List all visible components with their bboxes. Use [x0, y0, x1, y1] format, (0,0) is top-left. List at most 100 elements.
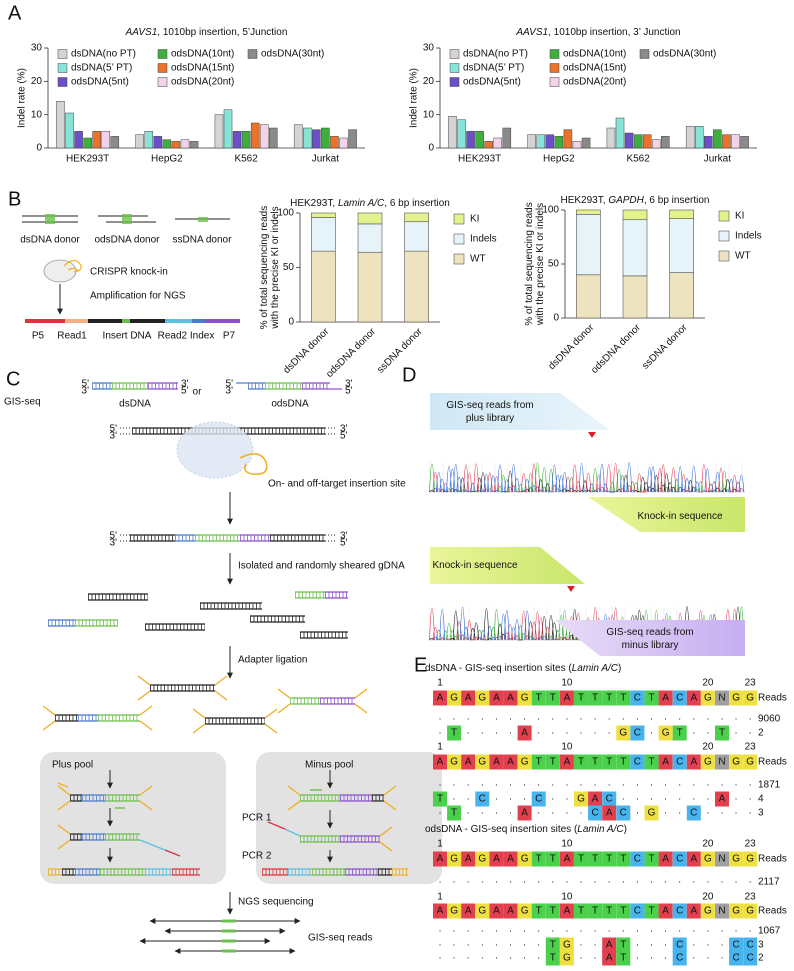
- bar: [685, 126, 695, 149]
- bar: [581, 137, 591, 149]
- sequence: AGAGAAGTTATTTTCTACAGNGG: [437, 693, 755, 704]
- base-box: [559, 851, 574, 867]
- base-box: [658, 851, 673, 867]
- box-label-line: Knock-in sequence: [432, 560, 517, 571]
- legend-swatch: [718, 230, 730, 242]
- y-tick-label: 0: [553, 313, 559, 324]
- line: [287, 785, 301, 796]
- base-box: [433, 903, 447, 919]
- read-count: 2117: [758, 877, 780, 888]
- chart-title: HEK293T, Lamin A/C, 6 bp insertion: [290, 198, 450, 209]
- panel-label: B: [8, 188, 21, 210]
- base-box: [715, 754, 729, 770]
- bar: [348, 129, 357, 149]
- step-label: Adapter ligation: [238, 655, 308, 666]
- step-label: NGS sequencing: [238, 897, 314, 908]
- sequence: ·T····A····CAC·G··C····: [438, 808, 752, 819]
- read-count: 1871: [758, 780, 781, 791]
- legend-swatch: [718, 250, 730, 262]
- base-box: [602, 805, 617, 821]
- cas9: [43, 259, 77, 283]
- base-box: [672, 725, 687, 741]
- legend-swatch: [157, 63, 168, 73]
- base-box: [658, 690, 673, 706]
- box-label: Knock-in sequence: [637, 511, 722, 522]
- bar: [624, 132, 634, 149]
- strand-end: 3': [340, 531, 348, 542]
- bar-segment: [404, 212, 429, 223]
- title-part: Lamin A/C: [577, 824, 624, 835]
- base-box: [743, 690, 758, 706]
- bar: [661, 136, 670, 149]
- base-box: [447, 690, 462, 706]
- pool-box: [40, 752, 226, 884]
- pool-box: [256, 752, 442, 884]
- base-box: [489, 690, 504, 706]
- line: [192, 723, 206, 734]
- sequence: AGAGAAGTTATTTTCTACAGNGG: [437, 906, 755, 917]
- line: [139, 800, 153, 811]
- base-box: [602, 903, 617, 919]
- base-box: [700, 903, 715, 919]
- x-tick-label: Jurkat: [704, 154, 731, 165]
- legend-swatch: [453, 233, 465, 245]
- section-title: dsDNA - GIS-seq insertion sites (Lamin A…: [425, 663, 621, 674]
- base-box: [461, 754, 476, 770]
- position-label: 10: [561, 742, 573, 753]
- base-box: [517, 805, 532, 821]
- base-box: [672, 851, 687, 867]
- y-tick-label: 20: [31, 76, 43, 87]
- base-box: [602, 950, 617, 966]
- x-tick-label: HEK293T: [458, 154, 501, 165]
- chart-title: AAVS1, 1010bp insertion, 3’ Junction: [515, 27, 680, 38]
- bar-segment: [311, 217, 336, 252]
- base-box: [588, 851, 603, 867]
- sequence: ·T····A······GC·GT··T··: [438, 728, 752, 739]
- base-box: [616, 690, 631, 706]
- legend-label: odsDNA(20nt): [563, 77, 626, 88]
- bar-segment: [622, 275, 648, 319]
- donor-label: odsDNA: [271, 399, 309, 410]
- bar-segment: [622, 219, 648, 277]
- line: [379, 826, 393, 837]
- line: [137, 675, 151, 686]
- trace: [429, 462, 728, 493]
- line: [192, 708, 206, 719]
- base-box: [700, 690, 715, 706]
- read-count: 1067: [758, 926, 781, 937]
- insert: [198, 217, 208, 222]
- strand-end: 5': [181, 386, 189, 397]
- base-box: [559, 937, 574, 953]
- bar: [502, 127, 512, 149]
- base-box: [729, 690, 744, 706]
- line: [354, 703, 368, 714]
- legend-swatch: [157, 77, 168, 87]
- construct-label: P5: [32, 331, 45, 342]
- y-tick-label: 100: [542, 205, 559, 216]
- construct-segment: [165, 319, 192, 323]
- base-box: [461, 690, 476, 706]
- y-tick-label: 0: [36, 143, 42, 154]
- legend-swatch: [449, 77, 460, 87]
- base-box: [475, 754, 490, 770]
- base-box: [616, 903, 631, 919]
- base-box: [517, 754, 532, 770]
- y-tick-label: 100: [277, 208, 294, 219]
- bar: [554, 136, 564, 149]
- step-label: CRISPR knock-in: [90, 267, 168, 278]
- strand-end: 3': [110, 538, 118, 549]
- legend-label: KI: [470, 214, 479, 225]
- bar: [448, 116, 457, 149]
- insert: [122, 214, 132, 224]
- donor-label: dsDNA: [119, 399, 151, 410]
- base-box: [531, 851, 546, 867]
- line: [383, 800, 397, 811]
- bar-segment: [311, 212, 336, 218]
- trace: [429, 470, 738, 493]
- bar-segment: [669, 209, 694, 219]
- bar-segment: [622, 209, 648, 221]
- cas9: [176, 421, 254, 479]
- bar: [92, 131, 101, 149]
- pool-label: Minus pool: [305, 760, 353, 771]
- label-box: [430, 393, 610, 430]
